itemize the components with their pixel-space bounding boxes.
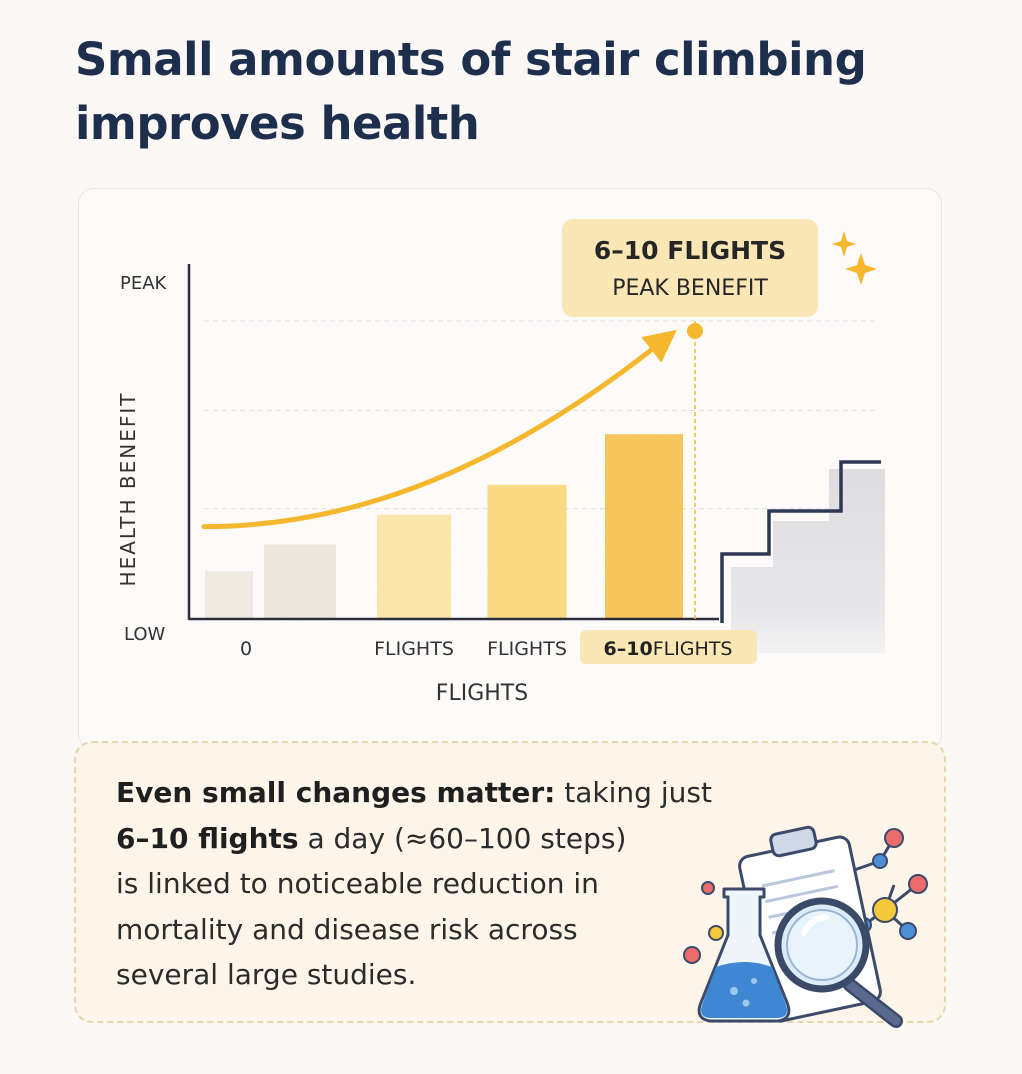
callout-box (562, 219, 818, 317)
bar-chart: 0 FLIGHTS FLIGHTS 6–10FLIGHTS 6–10 FLIGHTS … (116, 219, 885, 706)
x-tick-label: 0 (240, 638, 252, 660)
x-tick-label: FLIGHTS (374, 638, 454, 660)
summary-line-3: is linked to noticeable reduction in (116, 867, 599, 900)
bar (605, 434, 683, 619)
bar (377, 514, 451, 619)
summary-highlight: 6–10 flights (116, 821, 299, 855)
summary-line-4: mortality and disease risk across (116, 912, 578, 946)
y-axis-title: HEALTH BENEFIT (116, 392, 140, 587)
summary-line-5: several large studies. (116, 958, 417, 991)
y-label-low: LOW (124, 624, 166, 645)
x-tick-label: FLIGHTS (487, 638, 567, 660)
gridlines (204, 320, 876, 510)
flask-icon (683, 881, 791, 1023)
callout-headline: 6–10 FLIGHTS (594, 236, 786, 265)
summary-text: Even small changes matter: taking just 6… (116, 770, 736, 998)
x-axis-title: FLIGHTS (436, 681, 528, 706)
summary-lead-rest: taking just (555, 776, 712, 809)
bar (205, 571, 253, 619)
x-tick-label: 6–10FLIGHTS (604, 638, 733, 660)
callout-subline: PEAK BENEFIT (612, 276, 768, 301)
peak-marker (687, 323, 703, 339)
magnifier-icon (774, 897, 903, 1028)
trend-arrow (201, 329, 677, 530)
stairs-shading (731, 469, 885, 653)
stairs-illustration (720, 460, 885, 653)
y-label-peak: PEAK (120, 273, 168, 294)
science-illustration (683, 825, 928, 1028)
bar (487, 484, 567, 619)
chart-card: 0 FLIGHTS FLIGHTS 6–10FLIGHTS 6–10 FLIGHTS … (78, 188, 942, 750)
page-title: Small amounts of stair climbing improves… (75, 33, 867, 150)
tick-highlight (580, 630, 757, 664)
summary-lead-bold: Even small changes matter: (116, 776, 556, 809)
sparkle-icon (832, 231, 877, 285)
peak-callout: 6–10 FLIGHTS PEAK BENEFIT (562, 219, 818, 317)
summary-line-2: a day (≈60–100 steps) (298, 821, 627, 855)
bar (264, 544, 336, 619)
stairs-outline (720, 460, 881, 623)
